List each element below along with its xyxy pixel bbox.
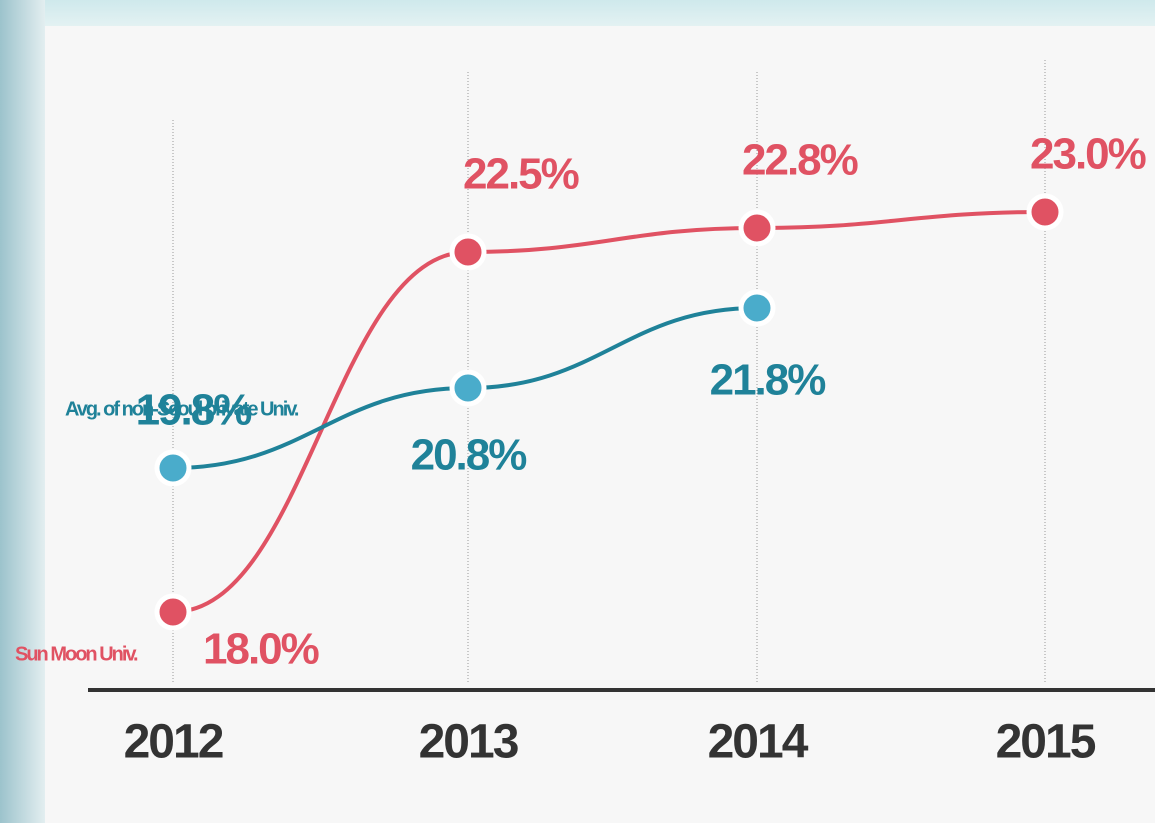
x-tick-label: 2013 [419, 716, 518, 769]
point-marker [1026, 193, 1064, 231]
data-label: 22.5% [463, 150, 579, 199]
x-tick-label: 2015 [996, 716, 1096, 769]
point-marker [738, 289, 776, 327]
data-label: 20.8% [411, 431, 527, 480]
data-label: 22.8% [742, 136, 858, 185]
point-marker [154, 449, 192, 487]
data-label: 19.8% [136, 386, 252, 435]
data-label: 23.0% [1030, 130, 1146, 179]
point-marker [154, 593, 192, 631]
background-edge [0, 0, 45, 823]
point-marker [738, 209, 776, 247]
x-tick-label: 2014 [708, 716, 809, 769]
point-marker [449, 233, 487, 271]
data-label: 21.8% [710, 356, 826, 405]
series-name: Sun Moon Univ. [15, 643, 138, 665]
series-line [172, 210, 1046, 614]
data-label: 18.0% [203, 625, 319, 674]
x-tick-label: 2012 [124, 716, 223, 769]
series-name: Avg. of non-Seoul private Univ. [65, 398, 299, 420]
point-marker [449, 369, 487, 407]
